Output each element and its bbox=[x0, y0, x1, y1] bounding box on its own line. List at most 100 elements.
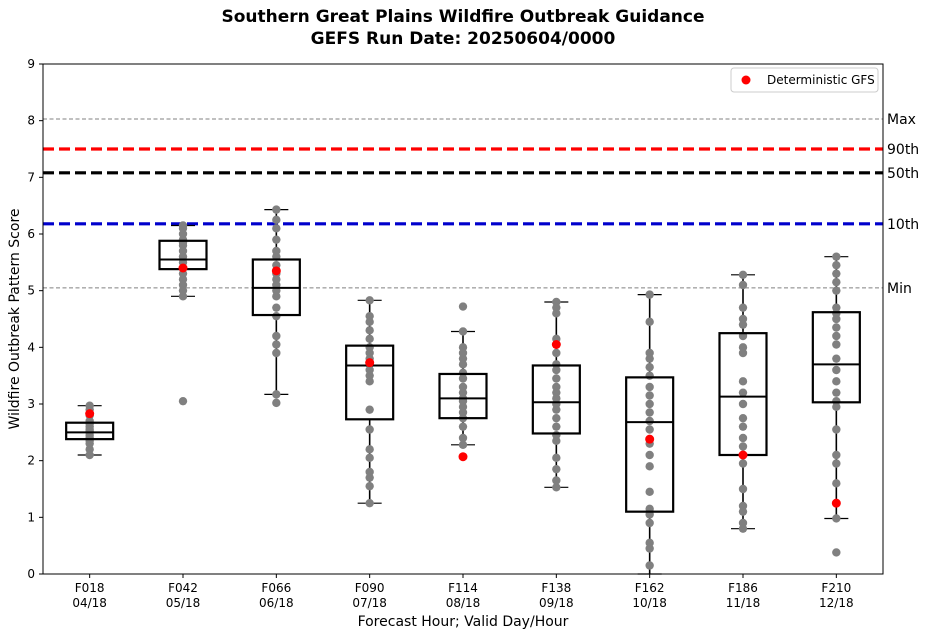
member-point bbox=[272, 390, 281, 399]
member-point bbox=[645, 399, 654, 409]
legend-label: Deterministic GFS bbox=[767, 73, 875, 87]
chart-title: Southern Great Plains Wildfire Outbreak … bbox=[222, 7, 705, 27]
y-tick-label: 0 bbox=[27, 567, 35, 581]
legend-frame bbox=[730, 67, 879, 93]
member-point bbox=[272, 205, 281, 214]
y-tick-label: 6 bbox=[27, 227, 35, 241]
member-point bbox=[365, 405, 374, 414]
x-tick-label-hour: F138 bbox=[541, 581, 571, 595]
legend-marker bbox=[741, 75, 751, 85]
deterministic-point bbox=[645, 434, 655, 444]
member-point bbox=[738, 388, 748, 397]
x-tick-label-valid: 10/18 bbox=[632, 596, 667, 610]
member-point bbox=[552, 374, 561, 383]
member-point bbox=[738, 377, 748, 386]
member-point bbox=[272, 348, 281, 358]
member-point bbox=[645, 462, 654, 471]
member-point bbox=[738, 399, 748, 409]
member-point bbox=[178, 221, 188, 230]
member-point bbox=[738, 433, 748, 443]
member-point bbox=[458, 368, 468, 378]
member-point bbox=[738, 484, 748, 494]
deterministic-point bbox=[178, 263, 188, 273]
x-tick-label-valid: 11/18 bbox=[726, 596, 761, 610]
x-tick-label-valid: 04/18 bbox=[72, 596, 107, 610]
member-point bbox=[645, 425, 654, 434]
member-point bbox=[832, 323, 841, 332]
member-point bbox=[458, 440, 468, 449]
member-point bbox=[645, 416, 654, 426]
reference-line-label: 10th bbox=[887, 217, 919, 233]
member-point bbox=[832, 388, 841, 397]
box bbox=[438, 372, 488, 420]
member-point bbox=[645, 391, 654, 400]
chart-subtitle: GEFS Run Date: 20250604/0000 bbox=[311, 29, 616, 49]
deterministic-point bbox=[271, 266, 281, 276]
member-point bbox=[552, 348, 561, 358]
x-tick-label-hour: F114 bbox=[448, 581, 478, 595]
member-point bbox=[645, 487, 654, 497]
member-point bbox=[738, 422, 748, 431]
x-tick-label-hour: F066 bbox=[261, 581, 291, 595]
member-point bbox=[458, 422, 468, 431]
member-point bbox=[272, 235, 281, 244]
member-point bbox=[645, 348, 654, 358]
member-point bbox=[365, 467, 374, 477]
legend: Deterministic GFS bbox=[730, 67, 879, 93]
member-point bbox=[272, 311, 281, 321]
member-point bbox=[832, 260, 841, 270]
reference-line-label: Min bbox=[887, 281, 912, 297]
member-point bbox=[832, 514, 841, 523]
x-axis-label: Forecast Hour; Valid Day/Hour bbox=[358, 614, 569, 630]
x-tick-label-valid: 12/18 bbox=[819, 596, 854, 610]
member-point bbox=[738, 459, 748, 468]
member-point bbox=[458, 433, 468, 443]
y-tick-label: 8 bbox=[27, 114, 35, 128]
member-point bbox=[272, 303, 281, 312]
member-point bbox=[832, 548, 841, 557]
member-point bbox=[552, 382, 561, 392]
deterministic-point bbox=[458, 452, 468, 462]
x-tick-label-valid: 05/18 bbox=[166, 596, 201, 610]
member-point bbox=[178, 396, 188, 406]
member-point bbox=[832, 303, 841, 312]
y-tick-label: 3 bbox=[27, 397, 35, 411]
box bbox=[625, 376, 675, 513]
member-point bbox=[645, 561, 654, 570]
member-point bbox=[552, 297, 561, 307]
deterministic-point bbox=[738, 450, 748, 460]
x-tick-label-hour: F186 bbox=[728, 581, 758, 595]
member-point bbox=[552, 360, 561, 369]
member-point bbox=[458, 327, 468, 336]
member-point bbox=[365, 481, 374, 491]
y-axis-label: Wildfire Outbreak Pattern Score bbox=[7, 208, 23, 429]
member-point bbox=[272, 246, 281, 256]
member-point bbox=[645, 371, 654, 380]
member-point bbox=[552, 453, 561, 463]
member-point bbox=[738, 270, 748, 279]
member-point bbox=[365, 425, 374, 434]
member-point bbox=[738, 518, 748, 528]
member-point bbox=[645, 317, 654, 327]
member-point bbox=[738, 280, 748, 290]
x-tick-label-hour: F018 bbox=[75, 581, 105, 595]
member-point bbox=[832, 425, 841, 434]
member-point bbox=[832, 479, 841, 488]
y-axis: 0 1 2 3 4 5 6 7 8 9 bbox=[27, 57, 43, 581]
member-point bbox=[832, 252, 841, 261]
member-point bbox=[645, 518, 654, 528]
deterministic-point bbox=[85, 409, 95, 419]
x-tick-label-hour: F090 bbox=[355, 581, 385, 595]
member-point bbox=[552, 483, 561, 492]
member-point bbox=[645, 290, 654, 299]
member-point bbox=[458, 382, 468, 392]
reference-line-label: 50th bbox=[887, 166, 919, 182]
member-point bbox=[832, 365, 841, 375]
member-point bbox=[645, 450, 654, 460]
member-point bbox=[272, 331, 281, 341]
member-point bbox=[272, 215, 281, 225]
reference-line-label: Max bbox=[887, 112, 916, 128]
member-point bbox=[832, 340, 841, 349]
member-point bbox=[458, 343, 468, 352]
